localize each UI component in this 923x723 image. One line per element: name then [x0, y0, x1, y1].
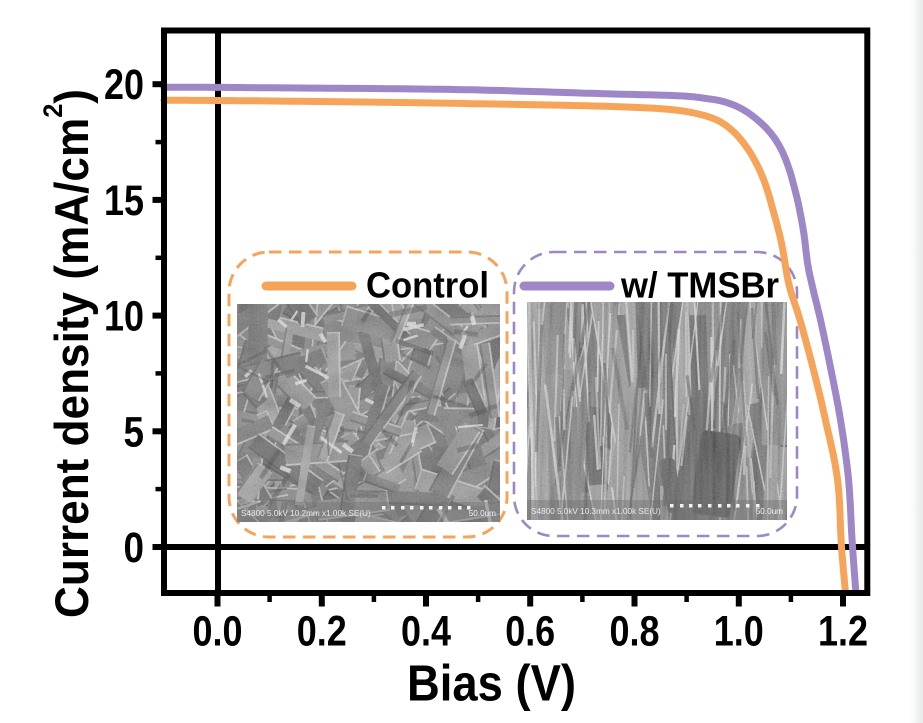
svg-text:10: 10	[104, 293, 144, 341]
svg-text:50.0um: 50.0um	[756, 507, 783, 516]
svg-text:1.0: 1.0	[714, 608, 764, 656]
svg-text:50.0um: 50.0um	[469, 509, 496, 518]
svg-text:0.8: 0.8	[610, 608, 660, 656]
svg-text:1.2: 1.2	[818, 608, 868, 656]
svg-text:0.6: 0.6	[505, 608, 555, 656]
svg-text:Current density (mA/cm2): Current density (mA/cm2)	[38, 89, 98, 618]
svg-text:S4800 5.0kV 10.2mm x1.00k SE(U: S4800 5.0kV 10.2mm x1.00k SE(U)	[241, 509, 371, 518]
svg-text:5: 5	[124, 408, 145, 456]
svg-text:0.2: 0.2	[297, 608, 347, 656]
svg-text:Bias (V): Bias (V)	[407, 655, 576, 712]
svg-text:15: 15	[104, 177, 144, 225]
svg-text:20: 20	[104, 61, 144, 109]
svg-text:w/ TMSBr: w/ TMSBr	[620, 265, 779, 306]
svg-text:0.0: 0.0	[193, 608, 243, 656]
svg-text:0.4: 0.4	[401, 608, 451, 656]
svg-text:Control: Control	[366, 265, 489, 306]
svg-text:S4800 5.0kV 10.3mm x1.00k SE(U: S4800 5.0kV 10.3mm x1.00k SE(U)	[531, 507, 661, 516]
svg-text:0: 0	[124, 524, 145, 572]
